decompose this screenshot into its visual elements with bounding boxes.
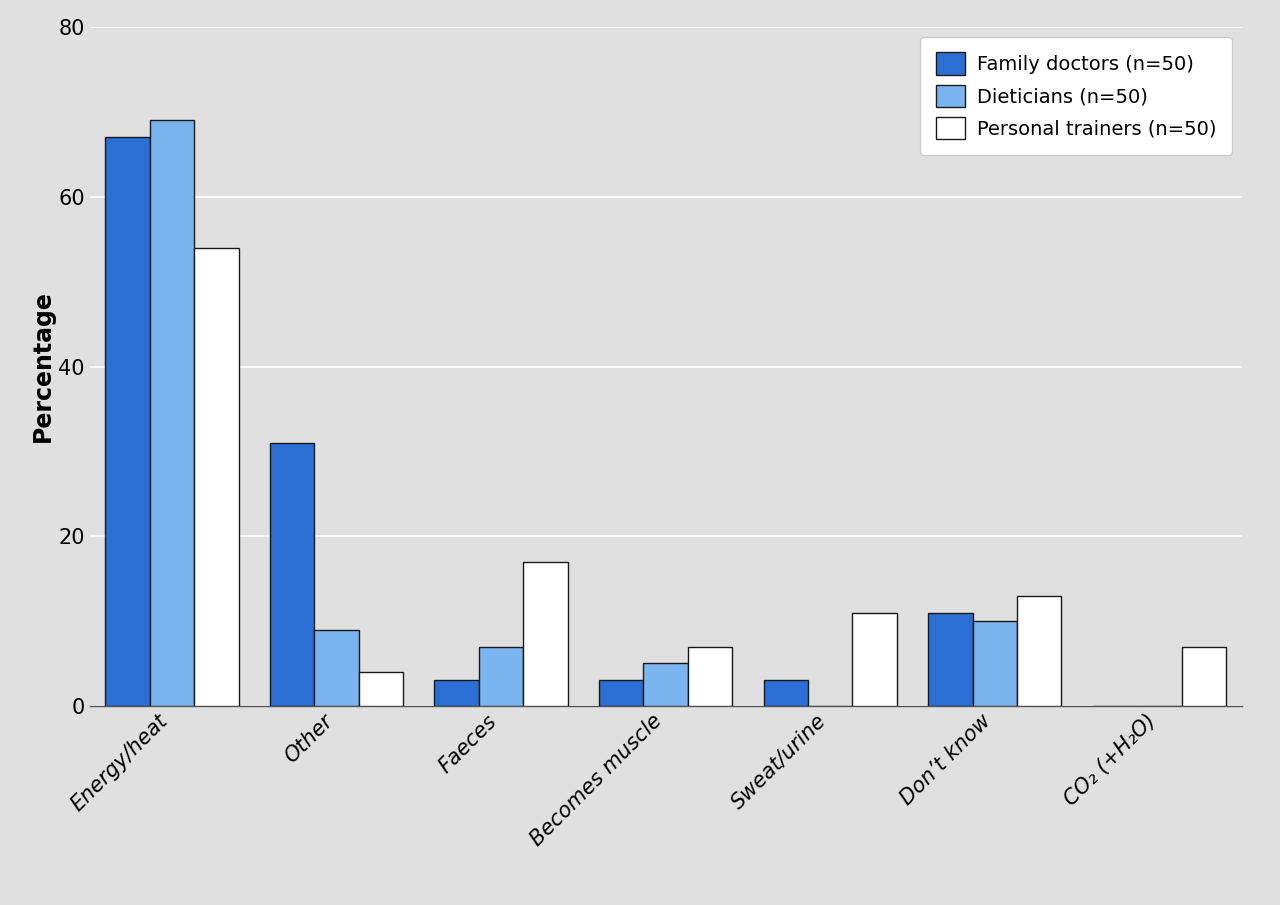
Y-axis label: Percentage: Percentage (31, 291, 55, 443)
Bar (973, 621, 1016, 706)
Bar (105, 138, 150, 706)
Bar (358, 672, 403, 706)
Bar (150, 120, 195, 706)
Bar (928, 613, 973, 706)
Bar (315, 630, 358, 706)
Bar (599, 681, 644, 706)
Legend: Family doctors (n=50), Dieticians (n=50), Personal trainers (n=50): Family doctors (n=50), Dieticians (n=50)… (920, 37, 1231, 155)
Bar (852, 613, 897, 706)
Bar (479, 646, 524, 706)
Bar (195, 248, 238, 706)
Bar (687, 646, 732, 706)
Bar (434, 681, 479, 706)
Bar (1016, 595, 1061, 706)
Bar (270, 443, 315, 706)
Bar (644, 663, 687, 706)
Bar (1181, 646, 1226, 706)
Bar (763, 681, 808, 706)
Bar (524, 562, 568, 706)
